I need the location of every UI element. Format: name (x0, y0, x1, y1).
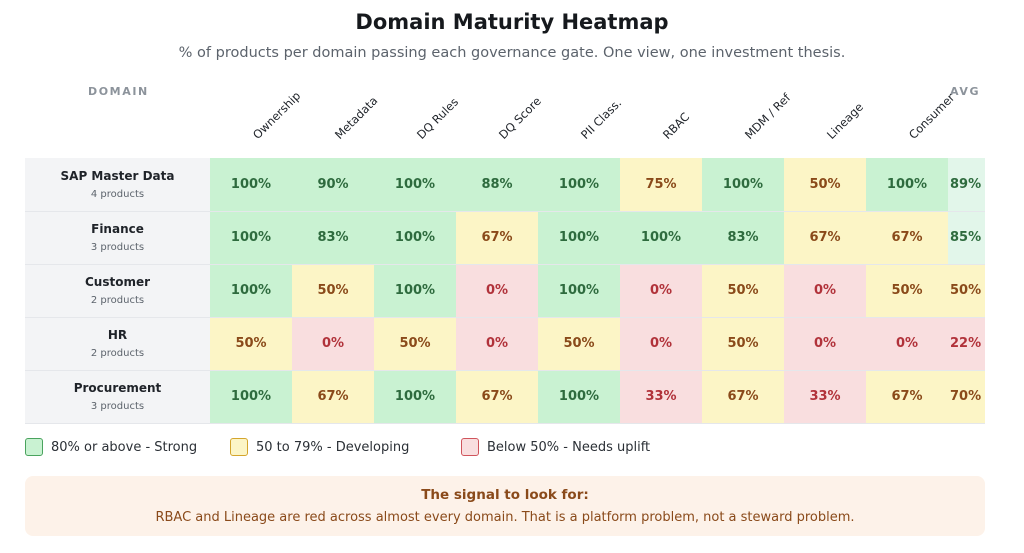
heatmap-cell: 100% (210, 211, 292, 264)
domain-name: Customer (84, 275, 151, 289)
row-header: Customer 2 products (25, 264, 210, 317)
heatmap-cell: 0% (456, 317, 538, 370)
heatmap-cell: 0% (784, 317, 866, 370)
avg-cell: 70% (948, 370, 985, 423)
heatmap-cell: 0% (620, 317, 702, 370)
legend-swatch-needs-uplift (461, 438, 479, 456)
page-title: Domain Maturity Heatmap (355, 10, 669, 34)
row-divider (25, 264, 985, 265)
heatmap-cell: 100% (210, 158, 292, 211)
row-divider (25, 370, 985, 371)
heatmap-cell: 88% (456, 158, 538, 211)
heatmap-cell: 50% (374, 317, 456, 370)
heatmap-cell: 50% (210, 317, 292, 370)
product-count: 2 products (90, 348, 145, 359)
legend-needs-uplift: Below 50% - Needs uplift (461, 437, 650, 457)
row-divider (25, 211, 985, 212)
heatmap-cell: 100% (374, 158, 456, 211)
heatmap-cell: 90% (292, 158, 374, 211)
domain-name: SAP Master Data (60, 169, 175, 183)
heatmap-cell: 0% (620, 264, 702, 317)
legend-label-developing: 50 to 79% - Developing (256, 439, 410, 455)
heatmap-cell: 67% (866, 370, 948, 423)
column-label: Lineage (824, 99, 866, 142)
signal-callout: The signal to look for: RBAC and Lineage… (25, 476, 985, 536)
column-label: Metadata (332, 93, 381, 142)
page-subtitle: % of products per domain passing each go… (178, 45, 846, 61)
heatmap-cell: 100% (538, 158, 620, 211)
heatmap-cell: 50% (702, 264, 784, 317)
row-header: SAP Master Data 4 products (25, 158, 210, 211)
heatmap-cell: 50% (538, 317, 620, 370)
legend-swatch-strong (25, 438, 43, 456)
heatmap-cell: 67% (784, 211, 866, 264)
heatmap-cell: 33% (784, 370, 866, 423)
heatmap-cell: 100% (210, 370, 292, 423)
avg-cell: 22% (948, 317, 985, 370)
heatmap-cell: 33% (620, 370, 702, 423)
column-label: Ownership (250, 88, 304, 142)
column-label: PII Class. (578, 95, 625, 142)
row-header: HR 2 products (25, 317, 210, 370)
row-divider (25, 317, 985, 318)
heatmap-cell: 83% (292, 211, 374, 264)
heatmap-cell: 50% (702, 317, 784, 370)
column-label: Consumer (906, 90, 958, 142)
heatmap-cell: 50% (784, 158, 866, 211)
heatmap-cell: 100% (374, 370, 456, 423)
heatmap-cell: 100% (538, 370, 620, 423)
domain-column-header: DOMAIN (88, 85, 149, 98)
heatmap-cell: 100% (374, 211, 456, 264)
column-label: MDM / Ref (742, 90, 794, 142)
grid-bottom-divider (25, 423, 985, 424)
product-count: 4 products (90, 189, 145, 200)
heatmap-cell: 100% (538, 211, 620, 264)
heatmap-cell: 67% (292, 370, 374, 423)
column-label: RBAC (660, 109, 693, 142)
heatmap-cell: 50% (866, 264, 948, 317)
heatmap-cell: 0% (784, 264, 866, 317)
heatmap-cell: 83% (702, 211, 784, 264)
callout-title: The signal to look for: (421, 487, 589, 503)
heatmap-cell: 75% (620, 158, 702, 211)
legend-label-strong: 80% or above - Strong (51, 439, 198, 455)
row-header: Finance 3 products (25, 211, 210, 264)
domain-name: HR (107, 328, 128, 342)
product-count: 3 products (90, 242, 145, 253)
heatmap-cell: 67% (866, 211, 948, 264)
avg-column-header: AVG (950, 85, 981, 98)
row-header: Procurement 3 products (25, 370, 210, 423)
heatmap-cell: 67% (456, 211, 538, 264)
product-count: 3 products (90, 401, 145, 412)
column-label: DQ Rules (414, 94, 462, 142)
avg-cell: 50% (948, 264, 985, 317)
domain-name: Procurement (73, 381, 162, 395)
domain-name: Finance (91, 222, 144, 236)
heatmap-cell: 100% (210, 264, 292, 317)
legend-developing: 50 to 79% - Developing (230, 437, 409, 457)
heatmap-cell: 0% (456, 264, 538, 317)
heatmap-cell: 50% (292, 264, 374, 317)
legend-label-needs-uplift: Below 50% - Needs uplift (487, 439, 651, 455)
callout-text: RBAC and Lineage are red across almost e… (155, 510, 855, 525)
product-count: 2 products (90, 295, 145, 306)
heatmap-cell: 0% (866, 317, 948, 370)
heatmap-cell: 100% (538, 264, 620, 317)
avg-cell: 89% (948, 158, 985, 211)
heatmap-cell: 67% (456, 370, 538, 423)
heatmap-cell: 0% (292, 317, 374, 370)
column-label: DQ Score (496, 93, 544, 142)
heatmap-cell: 67% (702, 370, 784, 423)
heatmap-cell: 100% (866, 158, 948, 211)
legend-strong: 80% or above - Strong (25, 437, 197, 457)
heatmap-cell: 100% (702, 158, 784, 211)
avg-cell: 85% (948, 211, 985, 264)
legend-swatch-developing (230, 438, 248, 456)
heatmap-cell: 100% (620, 211, 702, 264)
heatmap-cell: 100% (374, 264, 456, 317)
